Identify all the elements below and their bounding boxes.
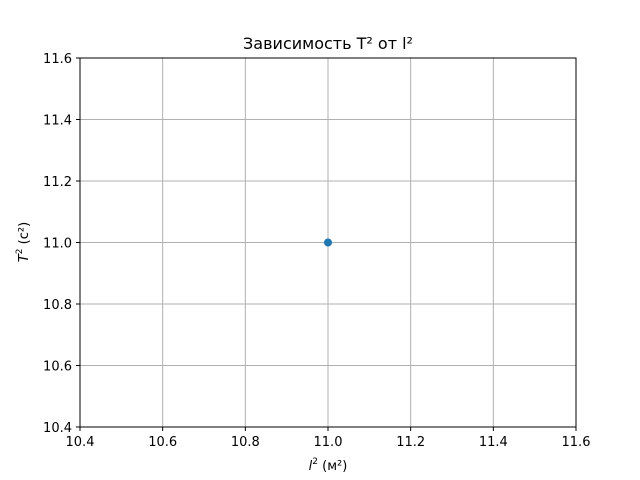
- x-axis-label-symbol: l: [309, 459, 313, 474]
- y-axis-label: T2 (с²): [15, 222, 32, 262]
- x-tick-label: 11.4: [479, 435, 508, 450]
- chart-title: Зависимость T² от l²: [243, 34, 413, 53]
- x-tick-label: 10.8: [231, 435, 260, 450]
- y-tick-label: 11.2: [43, 175, 72, 190]
- y-axis-label-unit: (с²): [17, 222, 32, 249]
- plot-frame: [79, 57, 577, 428]
- y-tick-label: 11.6: [43, 52, 72, 67]
- x-axis-label-sup: 2: [312, 457, 318, 467]
- x-tick-label: 10.6: [148, 435, 177, 450]
- y-axis-label-symbol: T: [17, 253, 32, 262]
- x-axis-label: l2 (м²): [309, 457, 348, 474]
- x-tick-label: 11.0: [314, 435, 343, 450]
- y-tick-label: 10.6: [43, 360, 72, 375]
- x-tick-label: 11.2: [396, 435, 425, 450]
- x-tick-label: 10.4: [66, 435, 95, 450]
- axis-ticks: 10.4 10.6 10.8 11.0 11.2 11.4 11.6 10.4 10.6 10.8…: [43, 52, 590, 450]
- data-point: [324, 238, 332, 247]
- y-tick-label: 11.4: [43, 114, 72, 129]
- y-tick-label: 10.4: [43, 421, 72, 436]
- x-axis-label-unit: (м²): [318, 459, 347, 474]
- data-points: [324, 238, 332, 247]
- x-tick-label: 11.6: [562, 435, 591, 450]
- y-tick-label: 10.8: [43, 298, 72, 313]
- y-axis-label-sup: 2: [15, 248, 25, 254]
- y-tick-label: 11.0: [43, 237, 72, 252]
